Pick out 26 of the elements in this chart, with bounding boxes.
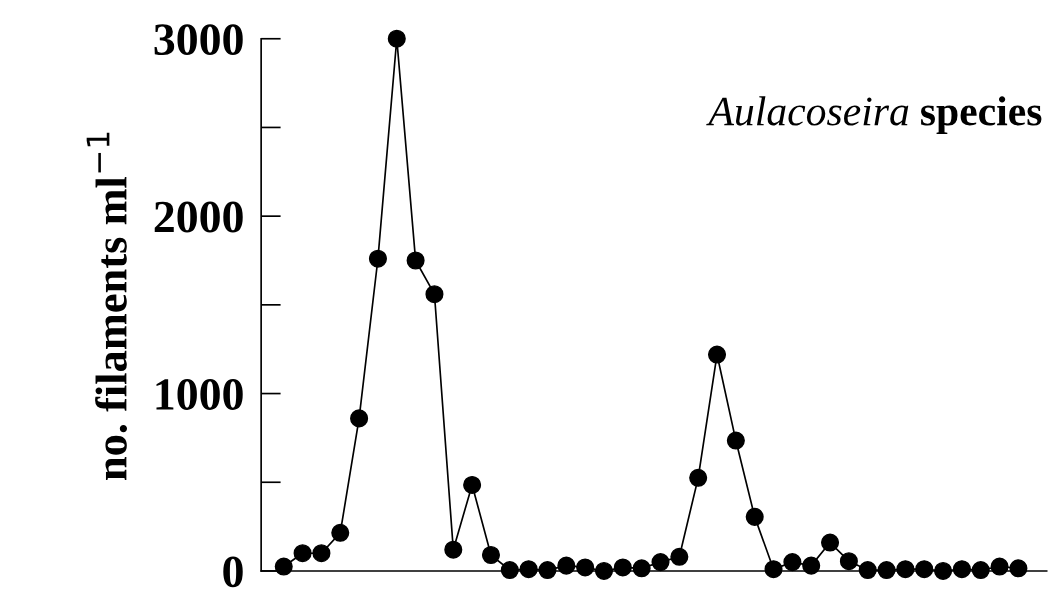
point — [745, 507, 764, 526]
point — [463, 475, 482, 494]
point — [425, 285, 444, 304]
point — [293, 544, 312, 563]
point — [350, 409, 369, 428]
y-tick-label: 3000 — [154, 24, 243, 56]
point — [481, 545, 500, 565]
point — [689, 468, 708, 487]
y-tick-label: 1000 — [156, 378, 243, 410]
point — [726, 431, 745, 450]
point — [444, 540, 463, 559]
text: Aulacoseira species — [706, 96, 1042, 135]
point — [406, 251, 425, 270]
y-tick-label: 2000 — [154, 201, 243, 233]
y-tick-label: 0 — [223, 556, 243, 588]
point — [312, 544, 331, 563]
point — [783, 553, 802, 572]
point — [368, 249, 387, 268]
point — [670, 547, 689, 566]
point — [839, 552, 858, 571]
point — [651, 553, 670, 572]
y-axis-title: no. filaments ml$^{−1}$ — [86, 132, 128, 480]
point — [707, 345, 727, 364]
point — [387, 29, 406, 48]
point — [821, 533, 840, 552]
point — [331, 523, 350, 542]
